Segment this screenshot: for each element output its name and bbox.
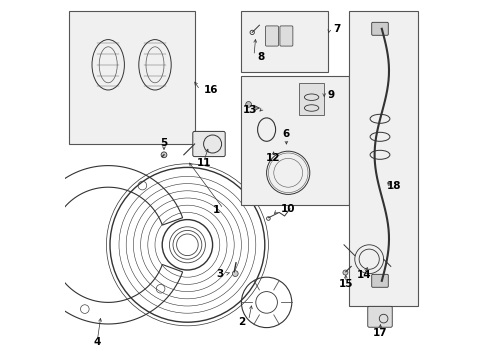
FancyBboxPatch shape (372, 22, 388, 35)
Circle shape (204, 135, 221, 153)
Text: 2: 2 (238, 317, 245, 327)
Text: 18: 18 (387, 181, 402, 191)
Circle shape (232, 271, 238, 276)
FancyBboxPatch shape (69, 11, 195, 144)
Text: 17: 17 (373, 328, 387, 338)
Text: 5: 5 (160, 138, 168, 148)
Text: 4: 4 (94, 337, 101, 347)
FancyBboxPatch shape (299, 83, 324, 115)
Text: 13: 13 (243, 105, 258, 115)
Text: 16: 16 (204, 85, 218, 95)
FancyBboxPatch shape (193, 131, 225, 157)
FancyBboxPatch shape (280, 26, 293, 46)
Text: 12: 12 (266, 153, 280, 163)
Text: 8: 8 (258, 52, 265, 62)
Circle shape (161, 152, 167, 158)
Text: 1: 1 (213, 205, 220, 215)
Text: 3: 3 (216, 269, 223, 279)
FancyBboxPatch shape (266, 26, 278, 46)
FancyBboxPatch shape (242, 11, 328, 72)
Circle shape (245, 102, 251, 107)
Text: 6: 6 (283, 129, 290, 139)
FancyBboxPatch shape (242, 76, 349, 205)
Text: 15: 15 (339, 279, 353, 289)
FancyBboxPatch shape (372, 274, 388, 287)
Text: 9: 9 (328, 90, 335, 100)
Text: 11: 11 (196, 158, 211, 168)
FancyBboxPatch shape (368, 306, 392, 327)
FancyBboxPatch shape (349, 11, 418, 306)
Text: 10: 10 (281, 204, 295, 214)
Circle shape (343, 270, 348, 275)
Text: 7: 7 (333, 24, 341, 34)
Text: 14: 14 (357, 270, 371, 280)
